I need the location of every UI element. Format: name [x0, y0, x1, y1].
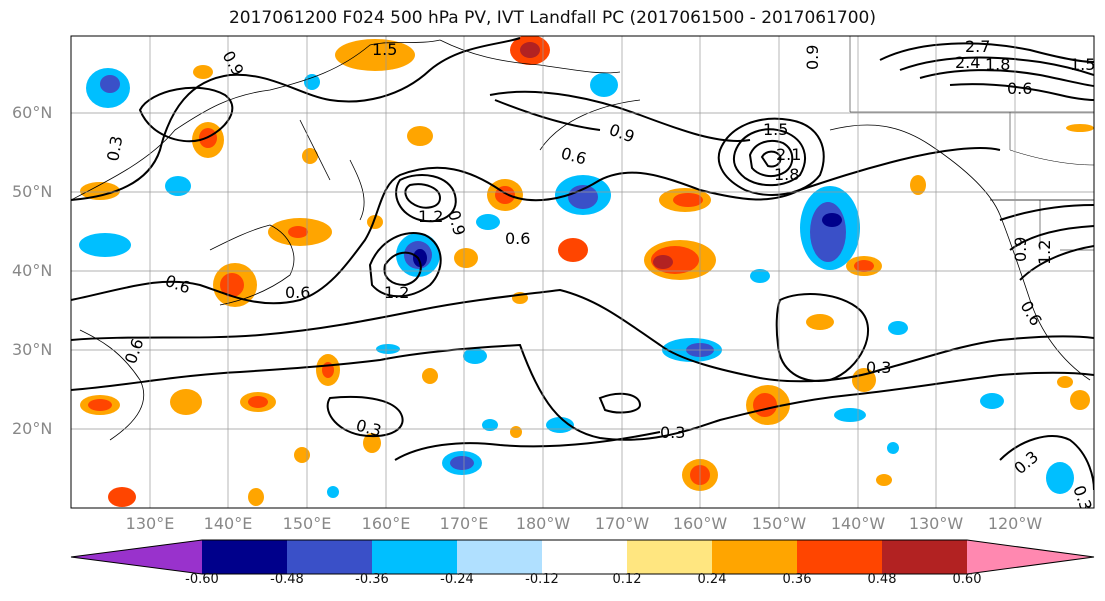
colorbar [70, 539, 1095, 575]
lon-label: 120°W [987, 514, 1043, 533]
colorbar-segment [202, 540, 287, 574]
lon-label: 170°W [594, 514, 650, 533]
contour-label: 0.6 [1017, 298, 1046, 330]
contour-label: 0.6 [505, 229, 530, 248]
colorbar-tick: 0.60 [952, 572, 982, 587]
lat-label: 50°N [12, 182, 53, 201]
colorbar-tick: -0.48 [270, 572, 304, 587]
colorbar-tick: -0.12 [525, 572, 559, 587]
contour-label: 0.6 [559, 144, 589, 169]
contour-label: 0.3 [866, 358, 891, 377]
contour-label: 0.9 [607, 120, 637, 147]
lon-label: 130°W [908, 514, 964, 533]
contour-label: 1.5 [1070, 55, 1095, 74]
colorbar-segment [542, 540, 627, 574]
colorbar-tick: -0.24 [440, 572, 474, 587]
colorbar-segment [627, 540, 712, 574]
contour-label: 2.7 [965, 37, 990, 56]
colorbar-segment [71, 540, 202, 574]
contour-label: 0.6 [163, 271, 193, 298]
contour-label: 1.2 [384, 283, 409, 302]
colorbar-segment [372, 540, 457, 574]
pv-shading [79, 36, 1094, 507]
contour-label: 0.6 [1007, 79, 1032, 98]
lat-label: 30°N [12, 340, 53, 359]
graticule [71, 36, 1094, 508]
colorbar-tick: -0.60 [185, 572, 219, 587]
colorbar-tick: 0.48 [867, 572, 897, 587]
plot-frame [70, 35, 1095, 509]
contour-label: 1.5 [763, 120, 788, 139]
colorbar-segment [882, 540, 967, 574]
lon-label: 140°W [830, 514, 886, 533]
colorbar-segment [712, 540, 797, 574]
contour-label: 1.2 [418, 207, 443, 226]
lon-label: 170°E [439, 514, 489, 533]
lon-label: 160°E [361, 514, 411, 533]
contour-label: 1.5 [372, 40, 397, 59]
lat-label: 40°N [12, 261, 53, 280]
lon-label: 160°W [672, 514, 728, 533]
contour-label: 0.9 [444, 208, 469, 238]
contour-label: 0.3 [103, 134, 126, 162]
contour-label: 1.8 [774, 165, 799, 184]
contour-label: 1.8 [985, 55, 1010, 74]
coastlines [71, 39, 1094, 441]
contour-labels: 0.9 1.5 0.3 0.6 1.2 0.9 0.6 1.2 0.6 0.9 … [103, 37, 1096, 513]
lat-label: 60°N [12, 103, 53, 122]
lat-label: 20°N [12, 419, 53, 438]
colorbar-tick: 0.36 [782, 572, 812, 587]
contour-label: 0.3 [354, 416, 384, 441]
contour-label: 0.6 [121, 336, 148, 366]
colorbar-tick: 0.12 [612, 572, 642, 587]
contour-label: 0.9 [803, 45, 822, 70]
colorbar-segment [457, 540, 542, 574]
colorbar-tick: -0.36 [355, 572, 389, 587]
lon-label: 150°W [751, 514, 807, 533]
pv-contours [71, 37, 1094, 491]
contour-label: 0.9 [1011, 237, 1030, 262]
contour-label: 0.6 [285, 283, 310, 302]
lon-label: 150°E [282, 514, 332, 533]
contour-label: 0.3 [1069, 483, 1096, 513]
lon-label: 130°E [125, 514, 175, 533]
contour-label: 0.3 [660, 423, 685, 442]
colorbar-segment [967, 540, 1094, 574]
contour-label: 2.4 [955, 53, 980, 72]
map-title: 2017061200 F024 500 hPa PV, IVT Landfall… [228, 8, 876, 28]
lon-label: 180°W [515, 514, 571, 533]
colorbar-segment [287, 540, 372, 574]
lon-label: 140°E [203, 514, 253, 533]
colorbar-segment [797, 540, 882, 574]
contour-label: 2.1 [776, 145, 801, 164]
contour-label: 1.2 [1035, 240, 1054, 265]
colorbar-tick: 0.24 [697, 572, 727, 587]
